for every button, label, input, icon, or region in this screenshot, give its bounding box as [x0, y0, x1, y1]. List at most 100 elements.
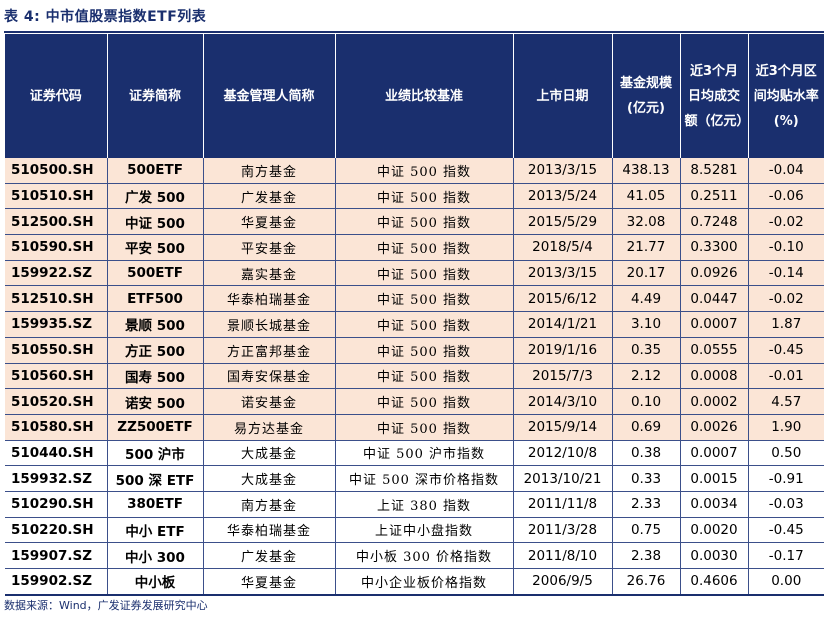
cell-fund-size: 0.69: [611, 414, 680, 441]
cell-code: 510500.SH: [5, 158, 107, 184]
cell-manager: 嘉实基金: [202, 260, 335, 287]
cell-fund-size: 4.49: [611, 285, 680, 313]
cell-fund-size: 21.77: [611, 234, 680, 261]
cell-benchmark: 上证中小盘指数: [334, 517, 513, 544]
cell-fund-size: 26.76: [611, 568, 680, 596]
cell-avg-turnover: 0.0034: [679, 491, 748, 518]
cell-listing-date: 2014/1/21: [512, 311, 612, 338]
source-note: 数据来源：Wind，广发证券发展研究中心: [4, 599, 208, 612]
cell-code: 510580.SH: [5, 414, 107, 441]
cell-avg-turnover: 0.4606: [679, 568, 748, 596]
table-row: 510220.SH 中小 ETF 华泰柏瑞基金 上证中小盘指数 2011/3/28 0.7…: [5, 517, 824, 544]
cell-fund-size: 0.35: [611, 337, 680, 364]
cell-benchmark: 中证 500 沪市指数: [334, 440, 513, 467]
header-manager: 基金管理人简称: [202, 34, 336, 158]
table-row: 510590.SH 平安 500 平安基金 中证 500 指数 2018/5/4 21.7…: [5, 234, 824, 261]
etf-table: 证券代码 证券简称 基金管理人简称 业绩比较基准 上市日期 基金规模(亿元) 近…: [5, 34, 824, 596]
cell-avg-turnover: 0.0026: [679, 414, 748, 441]
cell-manager: 国寿安保基金: [202, 363, 335, 390]
cell-name: 广发 500: [106, 183, 203, 210]
cell-benchmark: 上证 380 指数: [334, 491, 513, 518]
cell-benchmark: 中证 500 指数: [334, 285, 513, 313]
cell-benchmark: 中证 500 指数: [334, 260, 513, 287]
cell-fund-size: 2.33: [611, 491, 680, 518]
cell-listing-date: 2015/6/12: [512, 285, 612, 313]
table-row: 510510.SH 广发 500 广发基金 中证 500 指数 2013/5/24 41.…: [5, 183, 824, 210]
cell-benchmark: 中小板 300 价格指数: [334, 542, 513, 569]
cell-discount-rate: -0.45: [747, 517, 824, 544]
header-avg-turnover: 近3个月日均成交额（亿元）: [679, 34, 750, 158]
cell-listing-date: 2013/10/21: [512, 465, 612, 492]
cell-fund-size: 2.38: [611, 542, 680, 569]
cell-avg-turnover: 8.5281: [679, 158, 748, 184]
cell-code: 159922.SZ: [5, 260, 107, 287]
cell-manager: 诺安基金: [202, 388, 335, 415]
cell-avg-turnover: 0.2511: [679, 183, 748, 210]
cell-listing-date: 2013/5/24: [512, 183, 612, 210]
cell-manager: 南方基金: [202, 158, 335, 184]
cell-benchmark: 中证 500 指数: [334, 234, 513, 261]
cell-fund-size: 20.17: [611, 260, 680, 287]
cell-fund-size: 3.10: [611, 311, 680, 338]
cell-benchmark: 中证 500 指数: [334, 208, 513, 236]
cell-name: 中小板: [106, 568, 203, 596]
cell-manager: 广发基金: [202, 183, 335, 210]
header-discount-rate: 近3个月区间均贴水率(%): [747, 34, 824, 158]
cell-avg-turnover: 0.3300: [679, 234, 748, 261]
cell-name: 中小 300: [106, 542, 203, 569]
cell-benchmark: 中证 500 指数: [334, 414, 513, 441]
cell-name: 景顺 500: [106, 311, 203, 338]
cell-avg-turnover: 0.0008: [679, 363, 748, 390]
cell-name: 500ETF: [106, 260, 203, 287]
cell-manager: 方正富邦基金: [202, 337, 335, 364]
cell-code: 510560.SH: [5, 363, 107, 390]
cell-manager: 大成基金: [202, 465, 335, 492]
cell-discount-rate: -0.17: [747, 542, 824, 569]
cell-fund-size: 41.05: [611, 183, 680, 210]
table-header: 证券代码 证券简称 基金管理人简称 业绩比较基准 上市日期 基金规模(亿元) 近…: [5, 34, 824, 158]
cell-name: 中小 ETF: [106, 517, 203, 544]
cell-fund-size: 2.12: [611, 363, 680, 390]
cell-discount-rate: -0.02: [747, 285, 824, 313]
cell-code: 159902.SZ: [5, 568, 107, 596]
cell-code: 510440.SH: [5, 440, 107, 467]
cell-listing-date: 2019/1/16: [512, 337, 612, 364]
table-row: 159932.SZ 500 深 ETF 大成基金 中证 500 深市价格指数 2013/…: [5, 465, 824, 492]
cell-discount-rate: 1.90: [747, 414, 824, 441]
cell-manager: 华泰柏瑞基金: [202, 285, 335, 313]
header-code: 证券代码: [5, 34, 108, 158]
cell-avg-turnover: 0.0555: [679, 337, 748, 364]
header-listing-date: 上市日期: [512, 34, 613, 158]
cell-discount-rate: -0.01: [747, 363, 824, 390]
table-row: 512510.SH ETF500 华泰柏瑞基金 中证 500 指数 2015/6/12 4…: [5, 285, 824, 313]
cell-code: 510220.SH: [5, 517, 107, 544]
cell-avg-turnover: 0.7248: [679, 208, 748, 236]
cell-discount-rate: -0.02: [747, 208, 824, 236]
table-row: 510290.SH 380ETF 南方基金 上证 380 指数 2011/11/8 2.3…: [5, 491, 824, 518]
cell-benchmark: 中证 500 指数: [334, 337, 513, 364]
cell-manager: 易方达基金: [202, 414, 335, 441]
cell-manager: 南方基金: [202, 491, 335, 518]
cell-avg-turnover: 0.0007: [679, 311, 748, 338]
cell-listing-date: 2013/3/15: [512, 158, 612, 184]
cell-listing-date: 2014/3/10: [512, 388, 612, 415]
cell-listing-date: 2018/5/4: [512, 234, 612, 261]
cell-avg-turnover: 0.0926: [679, 260, 748, 287]
cell-manager: 华泰柏瑞基金: [202, 517, 335, 544]
table-title: 表 4: 中市值股票指数ETF列表: [4, 9, 207, 25]
title-divider: [4, 31, 824, 33]
cell-name: 500 沪市: [106, 440, 203, 467]
cell-discount-rate: -0.45: [747, 337, 824, 364]
cell-fund-size: 32.08: [611, 208, 680, 236]
cell-code: 510520.SH: [5, 388, 107, 415]
cell-code: 510590.SH: [5, 234, 107, 261]
table-row: 159922.SZ 500ETF 嘉实基金 中证 500 指数 2013/3/15 20.…: [5, 260, 824, 287]
cell-listing-date: 2015/5/29: [512, 208, 612, 236]
header-fund-size: 基金规模(亿元): [611, 34, 681, 158]
table-row: 510550.SH 方正 500 方正富邦基金 中证 500 指数 2019/1/16 0…: [5, 337, 824, 364]
cell-name: 平安 500: [106, 234, 203, 261]
cell-name: 方正 500: [106, 337, 203, 364]
cell-avg-turnover: 0.0015: [679, 465, 748, 492]
cell-listing-date: 2006/9/5: [512, 568, 612, 596]
cell-code: 512510.SH: [5, 285, 107, 313]
